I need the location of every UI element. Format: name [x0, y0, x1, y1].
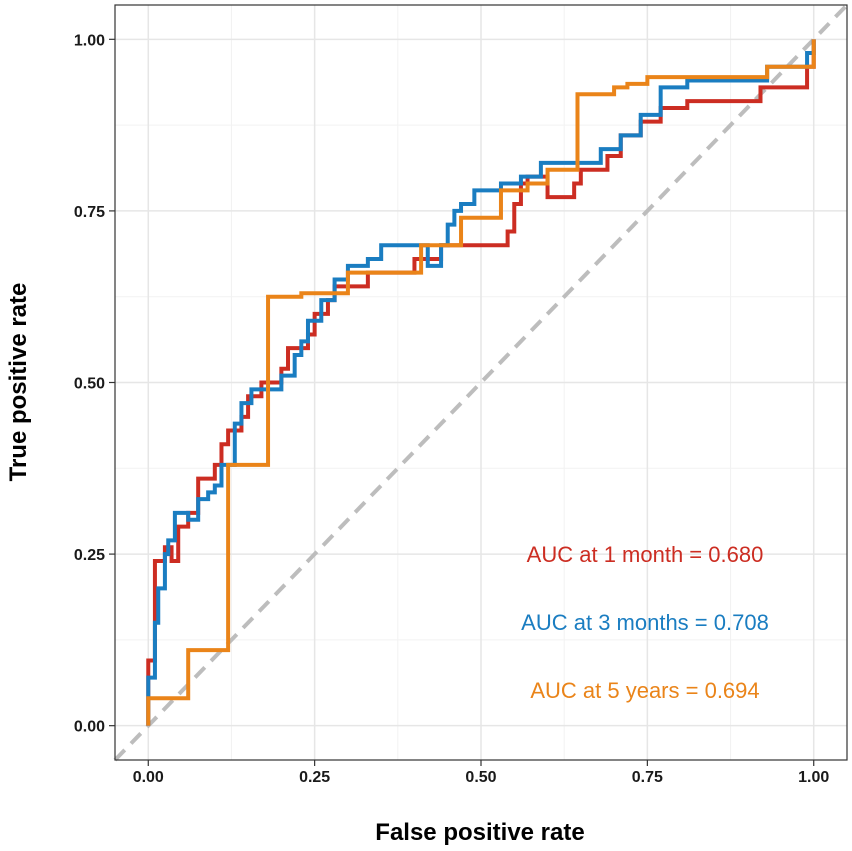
y-tick-label: 0.50	[74, 376, 105, 393]
x-tick-label: 0.25	[299, 769, 330, 786]
y-axis-ticks: 0.00 0.25 0.50 0.75 1.00	[74, 32, 115, 736]
auc-annotation-5-years: AUC at 5 years = 0.694	[530, 678, 759, 703]
roc-curve-5-years	[146, 39, 816, 726]
y-tick-label: 0.75	[74, 204, 105, 221]
roc-curves	[146, 39, 816, 726]
auc-annotation-3-months: AUC at 3 months = 0.708	[521, 610, 769, 635]
auc-annotation-1-month: AUC at 1 month = 0.680	[527, 542, 764, 567]
y-tick-label: 1.00	[74, 32, 105, 49]
x-tick-label: 1.00	[798, 769, 829, 786]
x-tick-label: 0.00	[133, 769, 164, 786]
x-tick-label: 0.50	[465, 769, 496, 786]
x-tick-label: 0.75	[632, 769, 663, 786]
reference-diagonal-line	[113, 3, 849, 762]
roc-curve-3-months	[146, 39, 816, 726]
x-axis-title: False positive rate	[375, 819, 584, 846]
grid-major	[115, 5, 847, 760]
y-axis-title: True positive rate	[5, 283, 32, 482]
y-tick-label: 0.00	[74, 719, 105, 736]
x-axis-ticks: 0.00 0.25 0.50 0.75 1.00	[133, 760, 829, 786]
y-tick-label: 0.25	[74, 547, 105, 564]
